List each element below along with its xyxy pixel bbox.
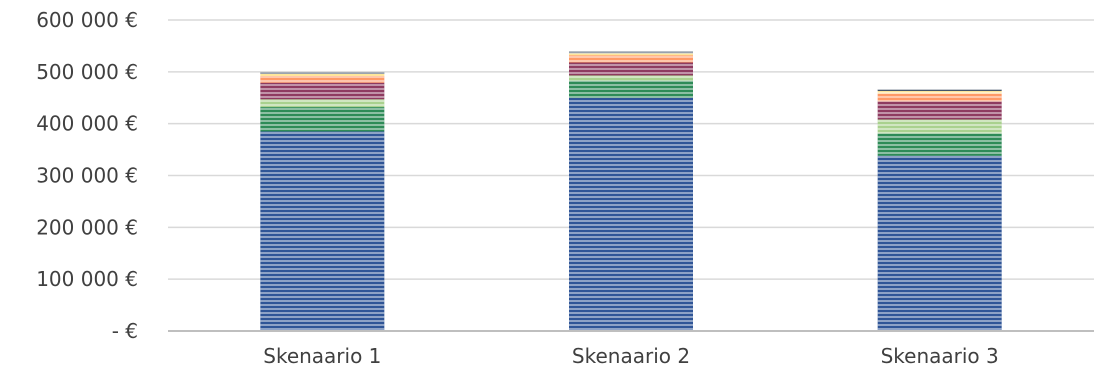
bar-segment-texture <box>569 62 693 76</box>
y-tick-label: 200 000 € <box>36 215 138 239</box>
bar-segment-texture <box>877 119 1002 134</box>
y-tick-label: 600 000 € <box>36 8 138 32</box>
bar-segment-texture <box>569 75 693 81</box>
bar-segment-texture <box>260 107 385 132</box>
bar-segment-texture <box>260 131 385 331</box>
x-category-label: Skenaario 3 <box>881 344 999 368</box>
bar-segment-texture <box>260 73 385 76</box>
y-axis-tick-labels: - € 100 000 € 200 000 € 300 000 € 400 000 € 5… <box>36 8 138 343</box>
bar-segment-texture <box>569 53 693 56</box>
bar-stack <box>569 51 693 331</box>
y-tick-label: - € <box>112 319 138 343</box>
bars <box>260 51 1002 331</box>
bar-segment-texture <box>877 93 1002 102</box>
bar-segment-texture <box>877 91 1002 94</box>
bar-segment-texture <box>260 72 385 74</box>
bar-segment-texture <box>569 55 693 63</box>
bar-stack <box>260 72 385 331</box>
y-tick-label: 100 000 € <box>36 267 138 291</box>
bar-segment-texture <box>569 97 693 331</box>
bar-segment-texture <box>877 133 1002 156</box>
bar-segment-texture <box>569 51 693 54</box>
bar-segment-texture <box>877 101 1002 120</box>
x-axis-category-labels: Skenaario 1 Skenaario 2 Skenaario 3 <box>263 344 998 368</box>
x-category-label: Skenaario 1 <box>263 344 381 368</box>
bar-segment-texture <box>877 89 1002 92</box>
y-tick-label: 500 000 € <box>36 60 138 84</box>
x-category-label: Skenaario 2 <box>572 344 690 368</box>
bar-segment-texture <box>877 155 1002 331</box>
bar-segment-texture <box>260 75 385 83</box>
bar-segment-texture <box>569 80 693 98</box>
y-tick-label: 400 000 € <box>36 112 138 136</box>
bar-stack <box>877 89 1002 331</box>
bar-segment-texture <box>260 82 385 100</box>
y-tick-label: 300 000 € <box>36 164 138 188</box>
bar-segment-texture <box>260 99 385 108</box>
